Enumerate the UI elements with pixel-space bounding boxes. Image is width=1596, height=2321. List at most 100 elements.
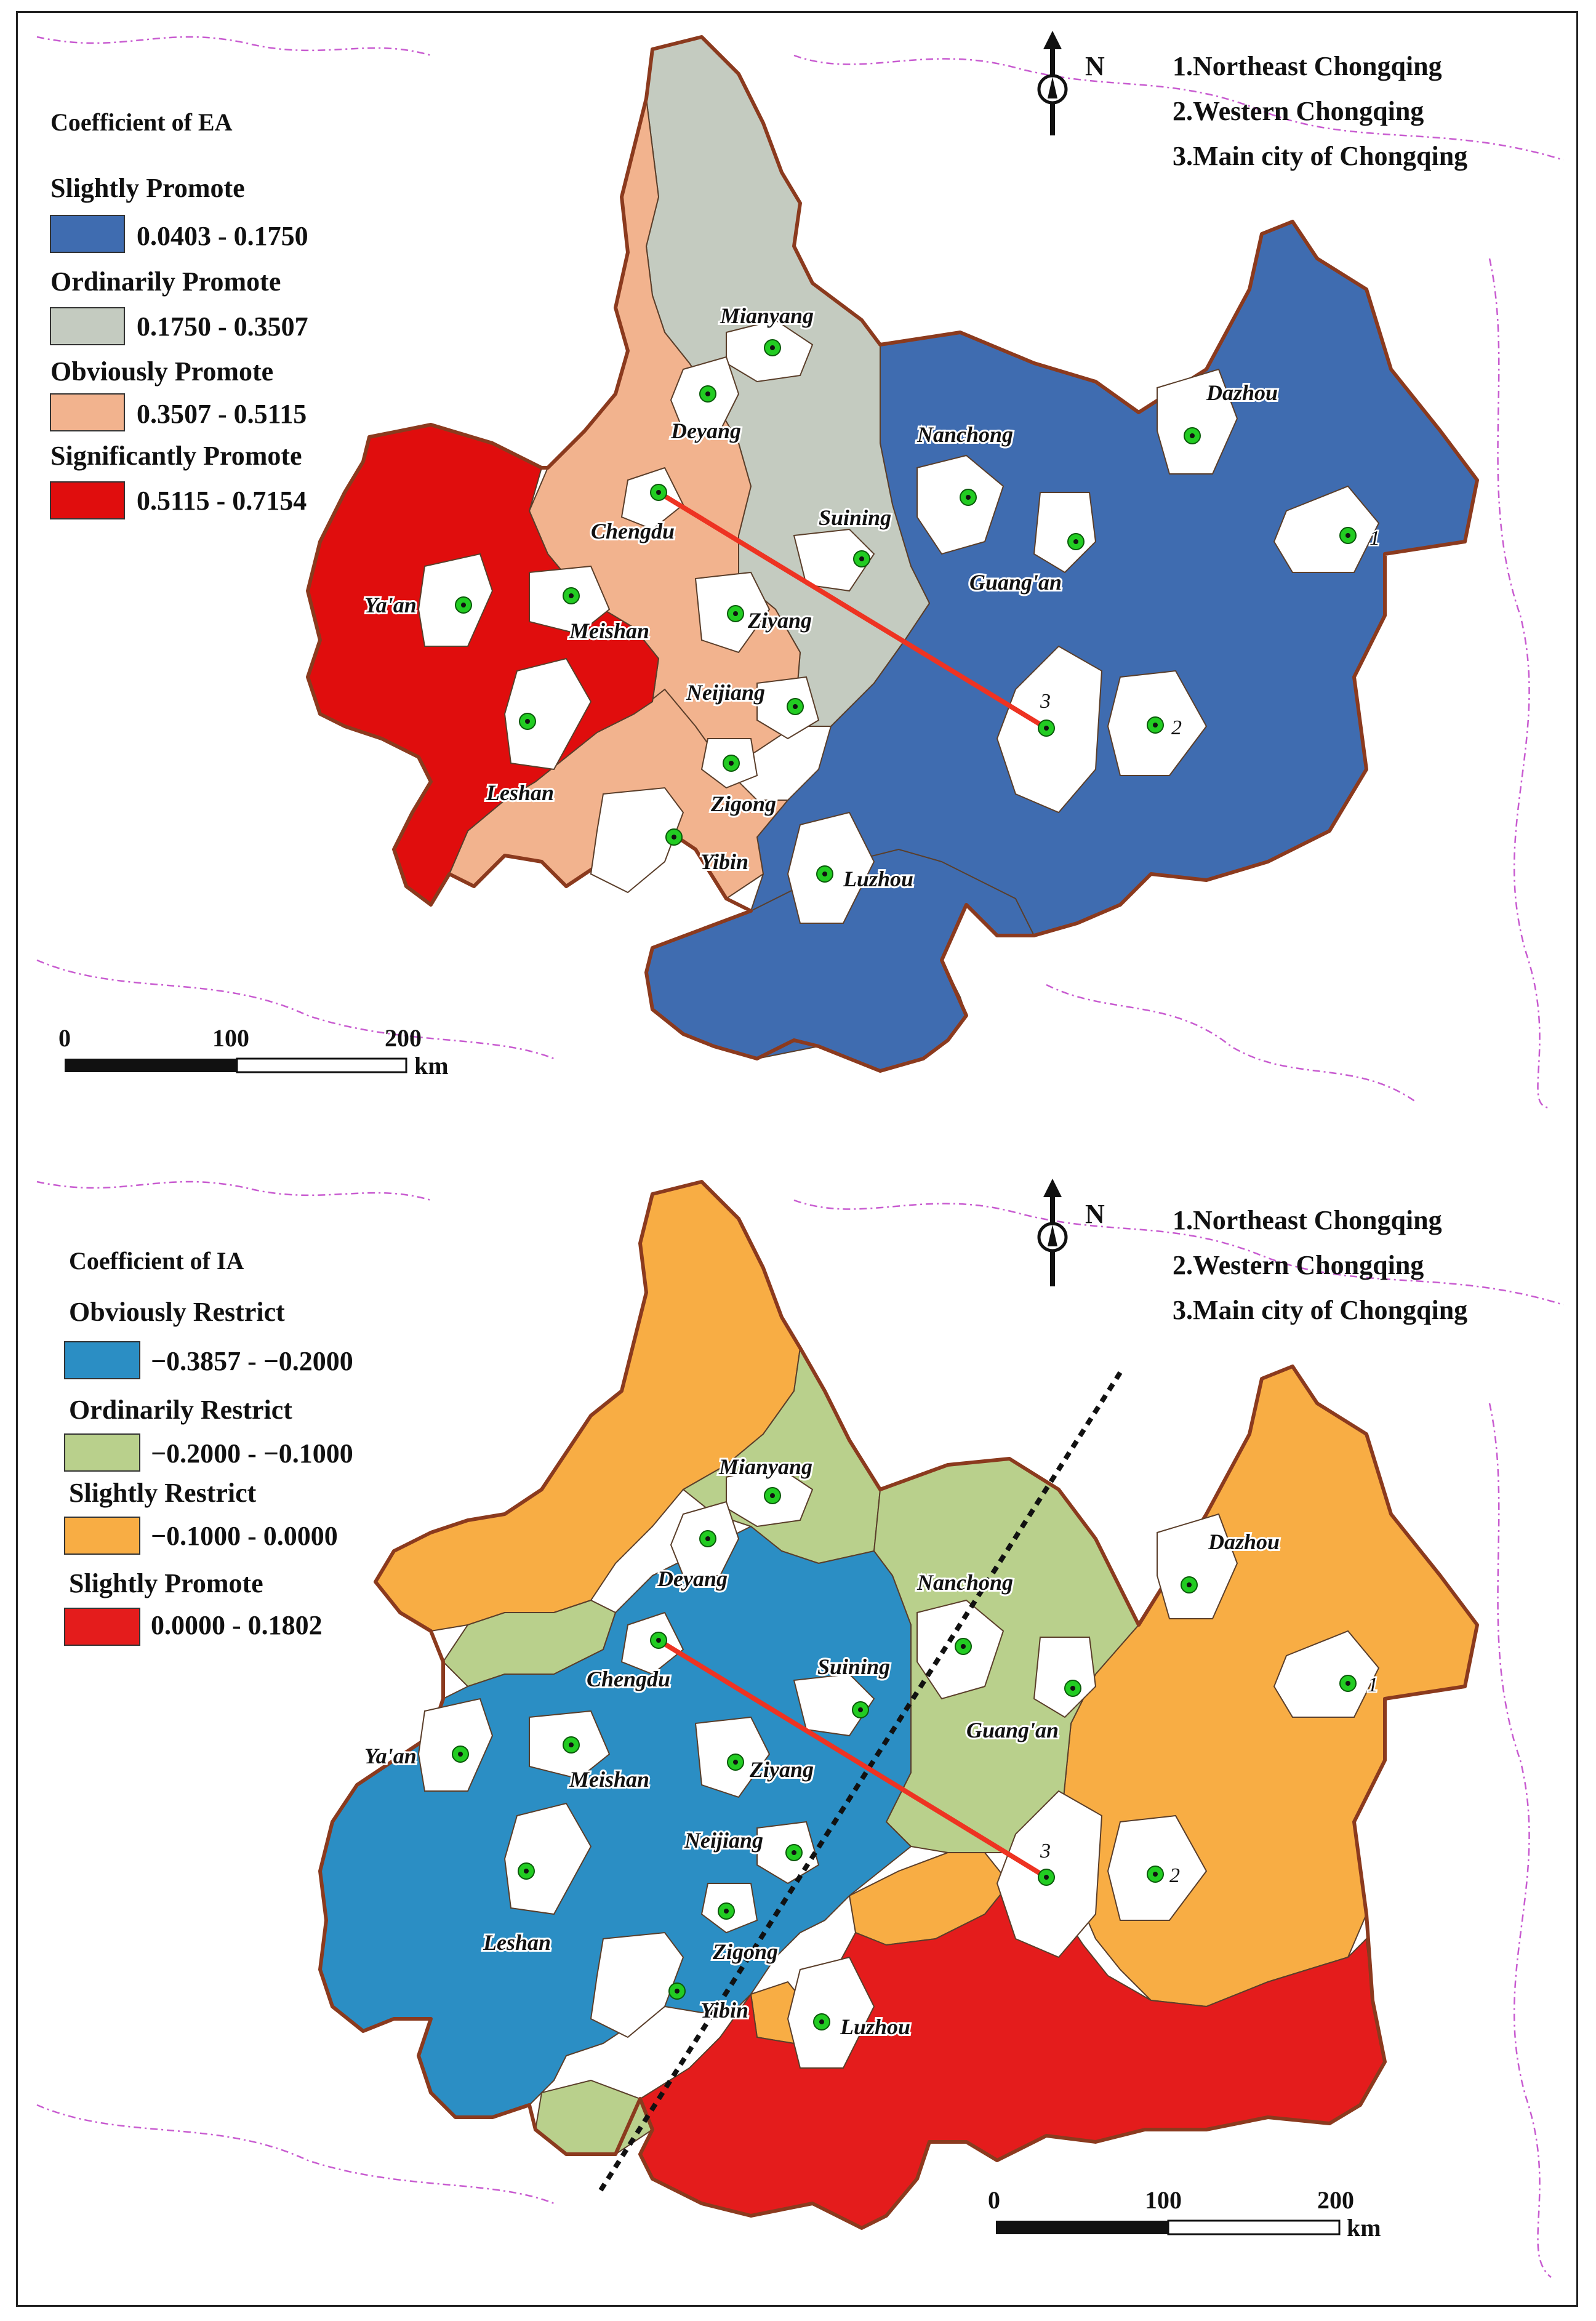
legend-swatch: [64, 1608, 140, 1646]
region-list-bottom: 1.Northeast Chongqing 2.Western Chongqin…: [1173, 1205, 1467, 1325]
chengdu-chongqing-axis: [657, 490, 1048, 731]
north-arrow-icon: N: [1037, 1179, 1105, 1286]
legend-class-range: 0.3507 - 0.5115: [137, 399, 307, 429]
city-label-suining: Suining: [817, 1654, 890, 1679]
scale-tick: 200: [385, 1024, 422, 1052]
city-marker: [455, 596, 472, 614]
legend-swatch: [50, 481, 125, 519]
region-number-2: 2: [1169, 1864, 1180, 1887]
city-labels-top: Mianyang Deyang Nanchong Dazhou Chengdu …: [363, 302, 1382, 893]
legend-class-head: Ordinarily Promote: [50, 267, 281, 297]
city-marker: [785, 1844, 803, 1861]
city-labels-bottom: Mianyang Deyang Nanchong Dazhou Chengdu …: [363, 1453, 1380, 2041]
region-note: 2.Western Chongqing: [1173, 96, 1424, 126]
city-label-chengdu: Chengdu: [587, 1667, 670, 1691]
north-label: N: [1085, 1199, 1105, 1229]
city-label-guangan: Guang'an: [966, 1718, 1059, 1742]
legend-class-head: Ordinarily Restrict: [69, 1395, 292, 1425]
city-label-meishan: Meishan: [569, 619, 649, 643]
scale-unit: km: [414, 1052, 449, 1080]
panel-top: Mianyang Deyang Nanchong Dazhou Chengdu …: [36, 31, 1564, 1109]
city-label-leshan: Leshan: [483, 1930, 551, 1955]
city-marker: [1339, 527, 1357, 544]
legend-class-range: 0.0403 - 0.1750: [137, 221, 308, 251]
city-marker: [816, 865, 833, 883]
city-marker: [665, 828, 683, 846]
city-label-suining: Suining: [819, 505, 891, 530]
city-marker: [1038, 720, 1055, 737]
scale-bar-top: 0 100 200 km: [58, 1024, 449, 1080]
city-marker: [1184, 427, 1201, 444]
figure-frame: [16, 11, 1578, 2307]
legend-swatch: [64, 1517, 140, 1555]
city-marker: [650, 484, 667, 501]
city-markers-bottom: [452, 1487, 1357, 2030]
legend-class-range: −0.3857 - −0.2000: [151, 1346, 353, 1376]
city-marker: [764, 339, 781, 356]
scale-tick: 0: [988, 2186, 1000, 2214]
city-marker: [563, 587, 580, 604]
legend-class-head: Significantly Promote: [50, 441, 302, 471]
city-label-chengdu: Chengdu: [591, 519, 675, 543]
city-label-deyang: Deyang: [657, 1566, 728, 1591]
legend-swatch: [50, 307, 125, 345]
legend-swatch: [64, 1433, 140, 1472]
city-markers-top: [455, 339, 1357, 883]
city-label-yaan: Ya'an: [364, 593, 417, 617]
legend-class-head: Slightly Promote: [69, 1568, 263, 1598]
scale-tick: 0: [58, 1024, 71, 1052]
city-marker: [955, 1638, 972, 1655]
city-marker: [452, 1746, 469, 1763]
city-marker: [1038, 1869, 1055, 1886]
city-label-dazhou: Dazhou: [1206, 380, 1278, 405]
city-label-guangan: Guang'an: [969, 570, 1062, 595]
legend-ia: Coefficient of IA Obviously Restrict −0.…: [64, 1247, 353, 1646]
city-marker: [563, 1736, 580, 1754]
chengdu-chongqing-axis: [657, 1638, 1048, 1880]
city-label-dazhou: Dazhou: [1208, 1529, 1280, 1554]
city-label-yibin: Yibin: [700, 1998, 748, 2022]
city-marker: [1339, 1675, 1357, 1692]
study-area-boundary: [306, 35, 1479, 1073]
city-label-zigong: Zigong: [710, 792, 776, 816]
region-number-1: 1: [1368, 1674, 1378, 1696]
province-boundary: [1046, 984, 1416, 1103]
legend-swatch: [50, 215, 125, 253]
city-marker: [727, 605, 744, 622]
north-arrow-icon: N: [1037, 31, 1105, 135]
legend-class-head: Slightly Restrict: [69, 1478, 257, 1508]
city-marker: [518, 1862, 535, 1880]
city-label-ziyang: Ziyang: [749, 1757, 814, 1782]
city-marker: [650, 1632, 667, 1649]
city-marker: [699, 1530, 716, 1547]
city-label-ziyang: Ziyang: [747, 608, 812, 633]
region-number-2: 2: [1171, 716, 1182, 739]
city-marker: [699, 385, 716, 403]
city-marker: [1064, 1680, 1081, 1697]
city-marker: [519, 713, 536, 730]
region-number-3: 3: [1040, 690, 1051, 713]
province-boundary: [1488, 258, 1552, 1109]
city-marker: [723, 755, 740, 772]
city-marker: [852, 1701, 869, 1718]
region-note: 1.Northeast Chongqing: [1173, 1205, 1442, 1235]
region-note: 3.Main city of Chongqing: [1173, 141, 1467, 171]
city-label-neijiang: Neijiang: [684, 1828, 763, 1853]
city-marker: [1147, 1866, 1164, 1883]
province-boundary: [1488, 1403, 1552, 2278]
city-label-yibin: Yibin: [700, 849, 748, 874]
legend-class-head: Obviously Promote: [50, 356, 273, 387]
city-label-deyang: Deyang: [670, 419, 741, 443]
city-marker: [853, 550, 870, 567]
city-marker: [727, 1754, 744, 1771]
city-label-yaan: Ya'an: [364, 1744, 417, 1768]
city-label-nanchong: Nanchong: [916, 422, 1013, 447]
legend-swatch: [50, 393, 125, 431]
north-label: N: [1085, 51, 1105, 81]
legend-class-head: Slightly Promote: [50, 173, 245, 203]
city-label-leshan: Leshan: [486, 780, 554, 805]
city-marker: [764, 1487, 781, 1504]
region-list-top: 1.Northeast Chongqing 2.Western Chongqin…: [1173, 51, 1467, 171]
province-boundary: [36, 36, 431, 57]
province-boundary: [36, 1181, 431, 1201]
